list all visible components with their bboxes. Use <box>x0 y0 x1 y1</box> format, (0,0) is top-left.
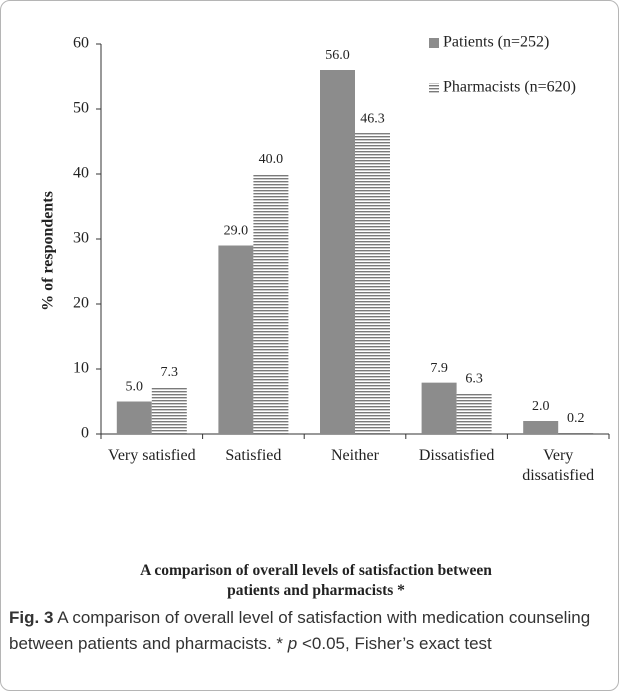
legend-label: Pharmacists (n=620) <box>443 79 576 96</box>
y-tick-label: 10 <box>73 360 89 377</box>
y-axis-label: % of respondents <box>40 191 57 311</box>
chart: % of respondents 0 10 20 30 40 50 60 5.0 7.3 29.0… <box>40 34 610 442</box>
bar <box>151 386 187 434</box>
x-tick-label: Very dissatisfied <box>522 447 595 484</box>
value-label: 7.3 <box>161 365 179 380</box>
value-label: 29.0 <box>224 224 249 239</box>
value-label: 40.0 <box>259 152 284 167</box>
bar <box>253 174 289 434</box>
x-tick-label: Very satisfied <box>108 447 196 464</box>
caption-italic: p <box>287 634 298 653</box>
legend-swatch <box>429 38 439 48</box>
bar <box>355 133 390 435</box>
caption-text-end: <0.05, Fisher’s exact test <box>302 634 492 653</box>
y-tick-label: 20 <box>73 295 89 312</box>
x-tick-label: Dissatisfied <box>418 447 495 464</box>
bar <box>320 70 355 434</box>
bar <box>456 393 492 434</box>
y-tick-label: 40 <box>73 165 89 182</box>
legend-swatch <box>429 83 439 93</box>
y-tick-label: 30 <box>73 230 89 247</box>
x-tick-label: Satisfied <box>225 447 282 464</box>
bar <box>421 382 457 434</box>
caption: Fig. 3 A comparison of overall level of … <box>9 605 609 657</box>
bar <box>558 432 594 434</box>
x-tick-label: Neither <box>331 447 379 464</box>
y-tick-label: 0 <box>81 425 89 442</box>
x-axis-title: A comparison of overall levels of satisf… <box>140 562 492 599</box>
value-label: 6.3 <box>465 371 483 386</box>
y-tick-label: 50 <box>73 100 89 117</box>
legend-label: Patients (n=252) <box>443 34 549 51</box>
caption-label: Fig. 3 <box>9 608 54 627</box>
value-label: 5.0 <box>126 380 144 395</box>
caption-text: A comparison of overall level of satisfa… <box>9 608 591 653</box>
value-label: 2.0 <box>532 399 550 414</box>
y-tick-label: 60 <box>73 35 89 52</box>
value-label: 56.0 <box>325 48 350 63</box>
bar <box>116 401 152 434</box>
value-label: 7.9 <box>430 361 448 376</box>
value-label: 0.2 <box>567 411 585 426</box>
bar <box>218 245 254 434</box>
bar <box>523 421 559 434</box>
value-label: 46.3 <box>360 111 385 126</box>
